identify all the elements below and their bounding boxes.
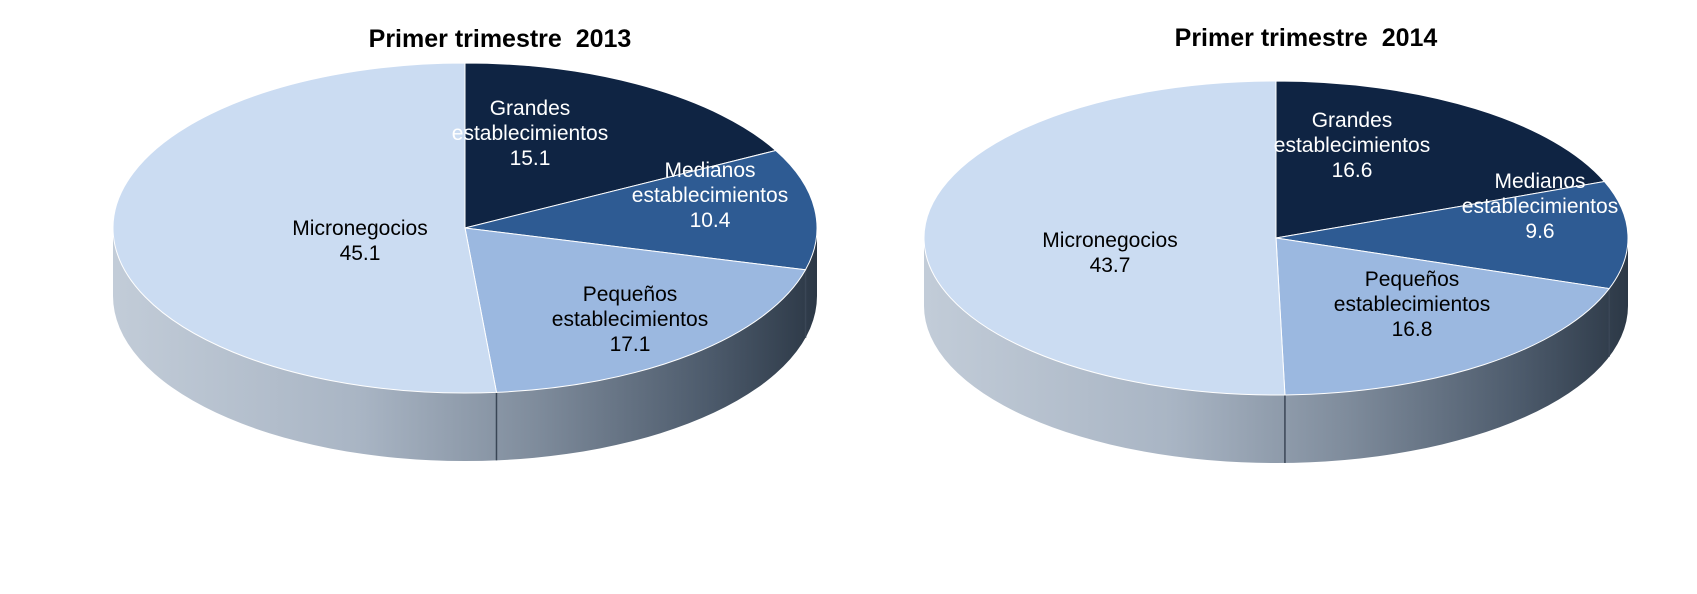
pie-slice-medianos <box>464 149 818 271</box>
data-label-name: establecimientos <box>1462 195 1618 218</box>
data-label-name: Pequeños <box>1365 268 1460 291</box>
pie-slice-grandes <box>1275 80 1606 239</box>
data-label-value: 43.7 <box>1090 254 1131 277</box>
data-label-pequenos: Pequeños establecimientos 16.8 <box>1334 268 1490 341</box>
data-label-name: Medianos <box>1494 170 1585 193</box>
pie-slice-grandes <box>464 62 777 229</box>
data-label-medianos: Medianos establecimientos 9.6 <box>1462 170 1618 243</box>
data-label-value: 16.8 <box>1392 318 1433 341</box>
data-label-name: establecimientos <box>1334 293 1490 316</box>
data-label-value: 45.1 <box>340 242 381 265</box>
data-label-value: 15.1 <box>510 147 551 170</box>
data-label-pequenos: Pequeños establecimientos 17.1 <box>552 283 708 356</box>
data-label-micronegocios: Micronegocios 45.1 <box>292 217 427 265</box>
pie-slice-medianos <box>1275 181 1629 290</box>
data-label-name: establecimientos <box>452 122 608 145</box>
pie-slice-pequenos <box>464 227 807 393</box>
pie-chart-2014: Grandes establecimientos 16.6 Medianos estab… <box>923 24 1629 463</box>
data-label-name: establecimientos <box>1274 134 1430 157</box>
pie-side-wall <box>924 238 1628 463</box>
chart-title: Primer trimestre 2013 <box>369 25 632 53</box>
data-label-name: Grandes <box>1312 109 1393 132</box>
data-label-name: Pequeños <box>583 283 678 306</box>
pie-slice-pequenos <box>1275 237 1611 396</box>
pie-slice-micronegocios <box>112 62 498 394</box>
data-label-name: Micronegocios <box>292 217 427 240</box>
data-label-medianos: Medianos establecimientos 10.4 <box>632 159 788 232</box>
data-label-grandes: Grandes establecimientos 15.1 <box>452 97 608 170</box>
data-label-name: Medianos <box>664 159 755 182</box>
data-label-grandes: Grandes establecimientos 16.6 <box>1274 109 1430 182</box>
data-label-value: 10.4 <box>690 209 731 232</box>
data-label-name: establecimientos <box>632 184 788 207</box>
data-label-name: Micronegocios <box>1042 229 1177 252</box>
pie-slice-micronegocios <box>923 80 1286 396</box>
pie-side-wall <box>113 228 817 461</box>
data-label-name: Grandes <box>490 97 571 120</box>
data-label-value: 9.6 <box>1525 220 1554 243</box>
data-label-name: establecimientos <box>552 308 708 331</box>
data-label-value: 17.1 <box>610 333 651 356</box>
chart-title: Primer trimestre 2014 <box>1175 24 1438 52</box>
data-label-value: 16.6 <box>1332 159 1373 182</box>
data-label-micronegocios: Micronegocios 43.7 <box>1042 229 1177 277</box>
